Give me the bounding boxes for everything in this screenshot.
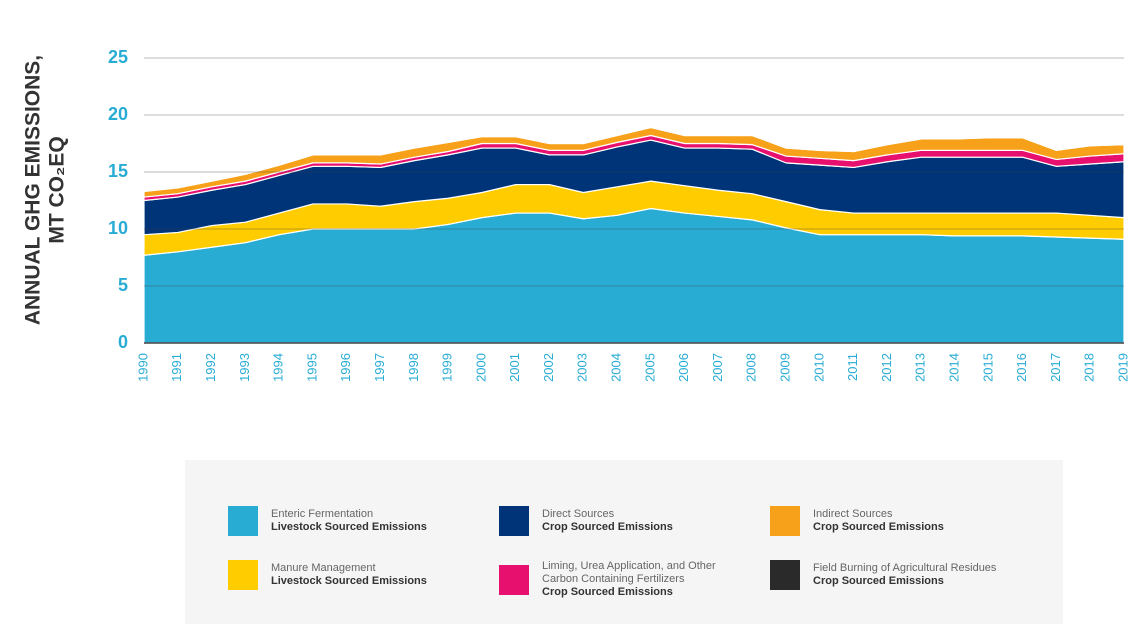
x-tick-label: 2009 bbox=[778, 353, 793, 382]
x-tick-label: 1993 bbox=[237, 353, 252, 382]
x-tick-label: 1997 bbox=[372, 353, 387, 382]
legend-name: Direct Sources bbox=[542, 508, 615, 520]
legend-name: Manure Management bbox=[271, 562, 376, 574]
x-tick-label: 1994 bbox=[271, 353, 286, 382]
x-tick-label: 1992 bbox=[203, 353, 218, 382]
x-tick-label: 2001 bbox=[507, 353, 522, 382]
x-tick-label: 1991 bbox=[169, 353, 184, 382]
y-tick-label: 25 bbox=[108, 47, 128, 67]
y-tick-label: 20 bbox=[108, 104, 128, 124]
legend-group: Livestock Sourced Emissions bbox=[271, 575, 427, 587]
y-tick-label: 0 bbox=[118, 332, 128, 352]
x-tick-label: 2008 bbox=[744, 353, 759, 382]
legend-name: Indirect Sources bbox=[813, 508, 893, 520]
y-axis-label: ANNUAL GHG EMISSIONS, bbox=[22, 55, 45, 325]
legend-item: Direct Sources Crop Sourced Emissions bbox=[499, 506, 742, 536]
legend-swatch bbox=[228, 506, 258, 536]
x-tick-label: 1998 bbox=[406, 353, 421, 382]
x-tick-label: 2002 bbox=[541, 353, 556, 382]
legend-item: Liming, Urea Application, and Other Carb… bbox=[499, 560, 742, 599]
legend-group: Crop Sourced Emissions bbox=[542, 586, 673, 598]
legend-label: Manure Management Livestock Sourced Emiss… bbox=[271, 562, 471, 588]
legend-group: Crop Sourced Emissions bbox=[813, 575, 944, 587]
legend-swatch bbox=[499, 564, 529, 595]
legend-group: Crop Sourced Emissions bbox=[813, 521, 944, 533]
legend-swatch bbox=[770, 560, 800, 590]
x-tick-label: 2013 bbox=[913, 353, 928, 382]
legend-swatch bbox=[228, 560, 258, 590]
y-axis-label: MT CO₂EQ bbox=[46, 136, 69, 243]
y-tick-label: 15 bbox=[108, 161, 128, 181]
x-tick-label: 2010 bbox=[811, 353, 826, 382]
x-tick-label: 1999 bbox=[440, 353, 455, 382]
x-tick-label: 2006 bbox=[676, 353, 691, 382]
x-tick-label: 2005 bbox=[642, 353, 657, 382]
legend-label: Direct Sources Crop Sourced Emissions bbox=[542, 508, 742, 534]
x-tick-label: 2014 bbox=[946, 353, 961, 382]
x-tick-label: 2019 bbox=[1115, 353, 1130, 382]
y-tick-label: 10 bbox=[108, 218, 128, 238]
x-tick-label: 2015 bbox=[980, 353, 995, 382]
legend-group: Crop Sourced Emissions bbox=[542, 521, 673, 533]
legend-item: Manure Management Livestock Sourced Emiss… bbox=[228, 560, 471, 590]
legend-name: Enteric Fermentation bbox=[271, 508, 374, 520]
x-tick-label: 2003 bbox=[575, 353, 590, 382]
chart: 0 5 10 15 20 25 1990 1991 1992 1993 1994 1995 1996 19… bbox=[22, 47, 1131, 382]
legend-swatch bbox=[499, 506, 529, 536]
legend-label: Field Burning of Agricultural Residues Cr… bbox=[813, 562, 1013, 588]
x-tick-label: 2007 bbox=[710, 353, 725, 382]
x-tick-label: 1996 bbox=[338, 353, 353, 382]
legend-item: Field Burning of Agricultural Residues Cr… bbox=[770, 560, 1013, 590]
legend-item: Indirect Sources Crop Sourced Emissions bbox=[770, 506, 1013, 536]
x-tick-label: 2017 bbox=[1048, 353, 1063, 382]
legend-group: Livestock Sourced Emissions bbox=[271, 521, 427, 533]
legend-label: Liming, Urea Application, and Other Carb… bbox=[542, 560, 742, 599]
x-tick-label: 1990 bbox=[135, 353, 150, 382]
x-tick-label: 1995 bbox=[304, 353, 319, 382]
x-tick-label: 2004 bbox=[609, 353, 624, 382]
x-tick-label: 2011 bbox=[845, 353, 860, 381]
x-tick-label: 2018 bbox=[1082, 353, 1097, 382]
x-tick-label: 2000 bbox=[473, 353, 488, 382]
legend-name: Liming, Urea Application, and Other Carb… bbox=[542, 560, 716, 585]
legend-name: Field Burning of Agricultural Residues bbox=[813, 562, 997, 574]
legend-label: Indirect Sources Crop Sourced Emissions bbox=[813, 508, 1013, 534]
legend-item: Enteric Fermentation Livestock Sourced Em… bbox=[228, 506, 471, 536]
x-tick-label: 2016 bbox=[1014, 353, 1029, 382]
area bbox=[143, 126, 1125, 192]
legend: Enteric Fermentation Livestock Sourced Em… bbox=[185, 460, 1063, 624]
legend-swatch bbox=[770, 506, 800, 536]
y-tick-label: 5 bbox=[118, 275, 128, 295]
x-tick-label: 2012 bbox=[879, 353, 894, 382]
legend-label: Enteric Fermentation Livestock Sourced Em… bbox=[271, 508, 471, 534]
